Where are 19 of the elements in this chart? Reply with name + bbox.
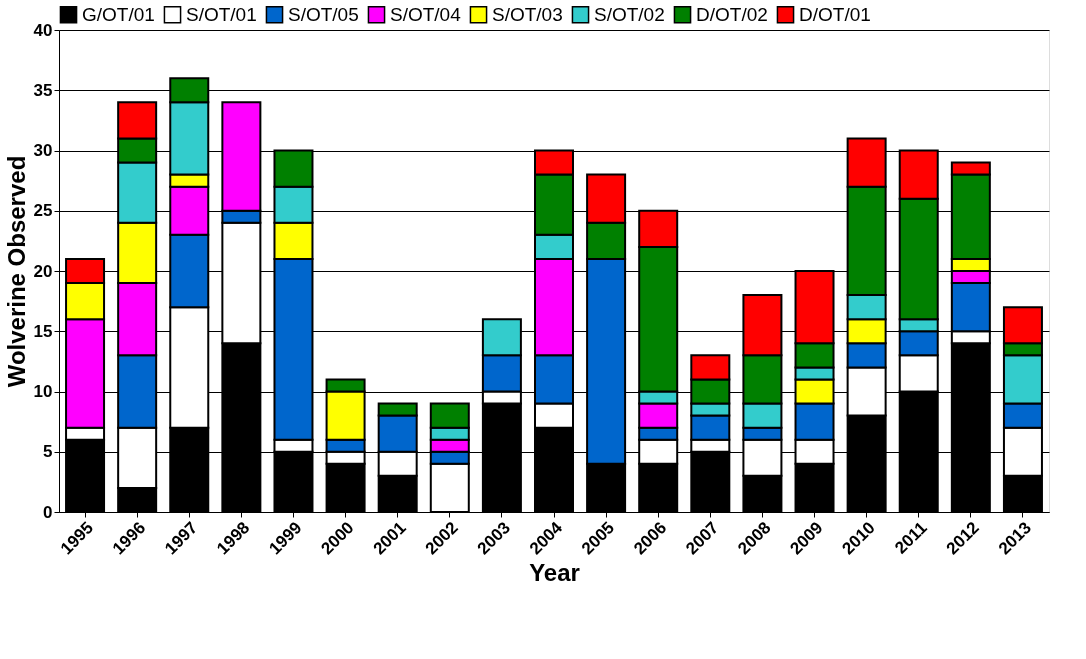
legend-label: S/OT/04 bbox=[390, 3, 462, 25]
legend-label: S/OT/05 bbox=[288, 3, 359, 25]
legend-label: G/OT/01 bbox=[82, 3, 155, 25]
legend-label: S/OT/01 bbox=[186, 3, 257, 25]
y-tick-label: 0 bbox=[43, 502, 53, 522]
y-tick-label: 20 bbox=[33, 261, 53, 281]
legend-label: S/OT/02 bbox=[594, 3, 665, 25]
legend-label: S/OT/03 bbox=[492, 3, 563, 25]
y-tick-label: 30 bbox=[33, 141, 53, 160]
y-tick-label: 5 bbox=[43, 442, 53, 462]
legend-label: D/OT/01 bbox=[799, 3, 871, 25]
y-tick-label: 40 bbox=[33, 20, 53, 40]
legend-label: D/OT/02 bbox=[696, 3, 768, 25]
x-axis-title: Year bbox=[529, 558, 580, 586]
y-tick-label: 35 bbox=[33, 80, 53, 100]
y-axis-title: Wolverine Observed bbox=[2, 155, 30, 388]
y-tick-label: 25 bbox=[33, 201, 53, 221]
y-tick-label: 10 bbox=[33, 382, 53, 401]
y-tick-label: 15 bbox=[33, 321, 53, 341]
